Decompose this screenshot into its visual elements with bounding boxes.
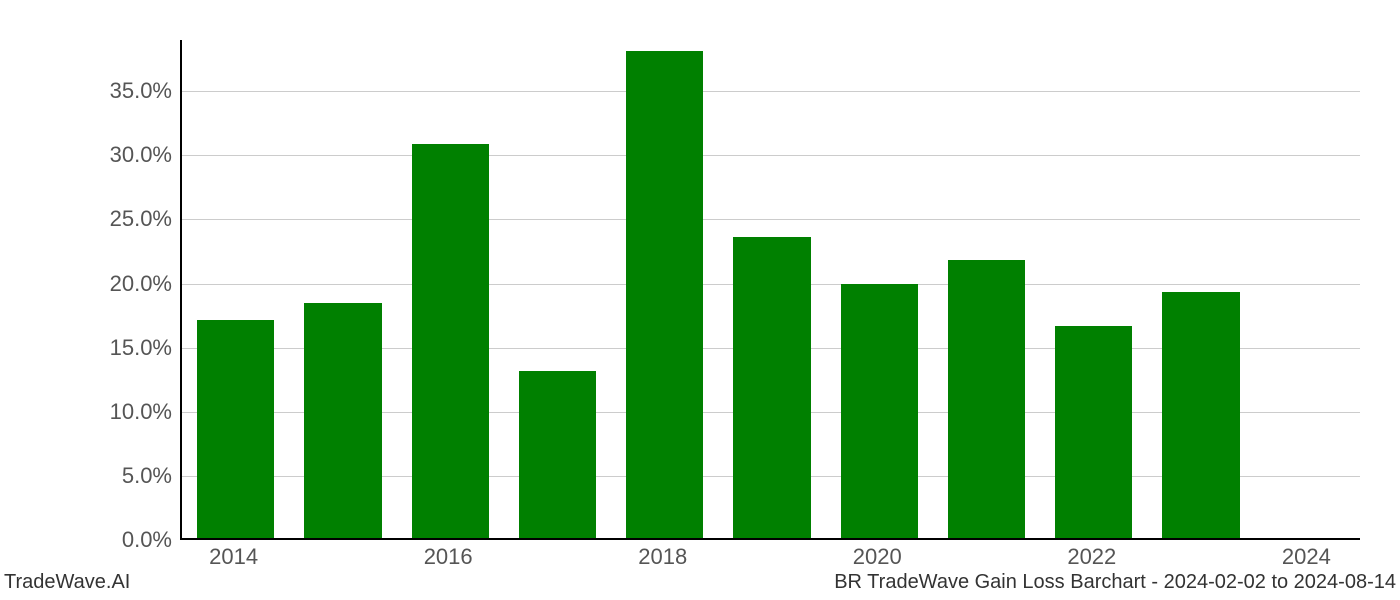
- y-tick-label: 10.0%: [92, 399, 172, 425]
- y-tick-label: 35.0%: [92, 78, 172, 104]
- y-tick-label: 0.0%: [92, 527, 172, 553]
- x-tick-label: 2016: [424, 544, 473, 570]
- bar: [1162, 292, 1239, 538]
- plot-area: [180, 40, 1360, 540]
- bar: [412, 144, 489, 538]
- x-tick-label: 2018: [638, 544, 687, 570]
- bar: [626, 51, 703, 538]
- footer-right-label: BR TradeWave Gain Loss Barchart - 2024-0…: [834, 571, 1396, 594]
- y-tick-label: 25.0%: [92, 206, 172, 232]
- gridline: [182, 219, 1360, 220]
- x-tick-label: 2020: [853, 544, 902, 570]
- bar: [841, 284, 918, 538]
- gridline: [182, 155, 1360, 156]
- y-tick-label: 15.0%: [92, 335, 172, 361]
- bar: [948, 260, 1025, 538]
- y-tick-label: 30.0%: [92, 142, 172, 168]
- y-tick-label: 20.0%: [92, 271, 172, 297]
- bar: [519, 371, 596, 538]
- bar: [197, 320, 274, 538]
- y-tick-label: 5.0%: [92, 463, 172, 489]
- bar: [733, 237, 810, 538]
- x-tick-label: 2014: [209, 544, 258, 570]
- footer-left-label: TradeWave.AI: [4, 571, 130, 594]
- x-tick-label: 2024: [1282, 544, 1331, 570]
- gridline: [182, 91, 1360, 92]
- x-tick-label: 2022: [1067, 544, 1116, 570]
- bar: [1055, 326, 1132, 538]
- chart-container: 0.0% 5.0% 10.0% 15.0% 20.0% 25.0% 30.0% 35.0% 2…: [0, 0, 1400, 600]
- bar: [304, 303, 381, 538]
